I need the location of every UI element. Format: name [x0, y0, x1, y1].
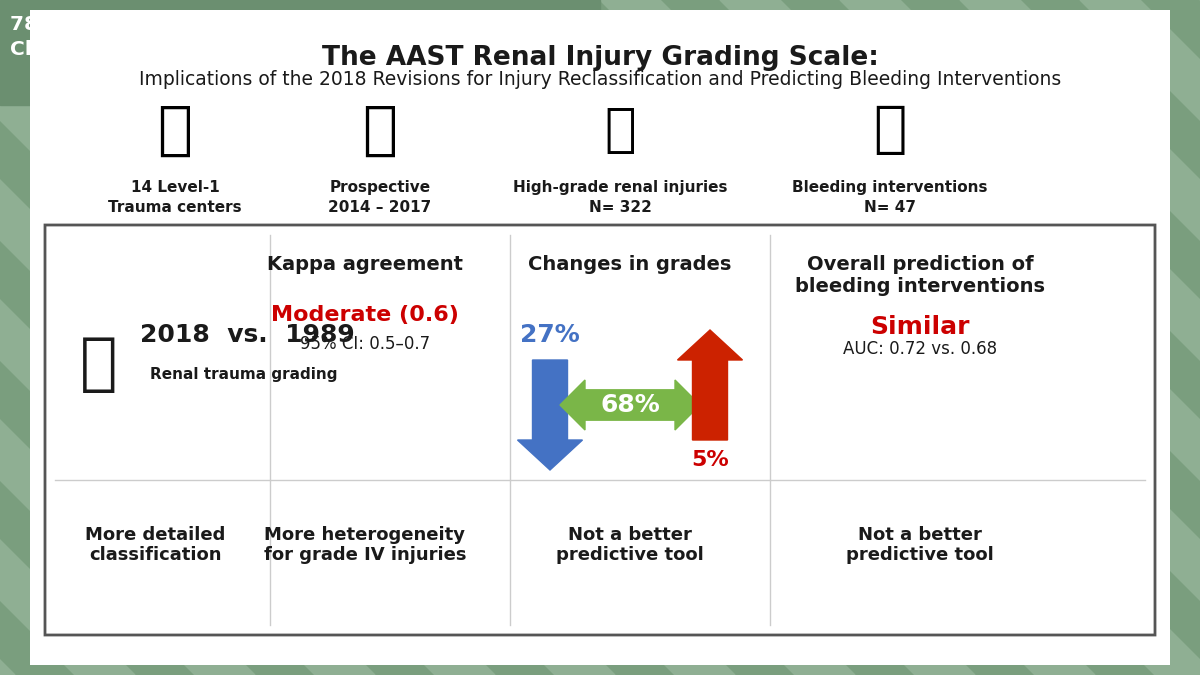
FancyArrow shape	[560, 380, 674, 430]
Text: Prospective: Prospective	[330, 180, 431, 195]
Bar	[0, 0, 600, 105]
Text: High-grade renal injuries: High-grade renal injuries	[512, 180, 727, 195]
Text: 68%: 68%	[600, 393, 660, 417]
Polygon shape	[120, 0, 854, 675]
Polygon shape	[960, 0, 1200, 675]
Polygon shape	[840, 0, 1200, 675]
Polygon shape	[0, 0, 496, 675]
Polygon shape	[0, 0, 734, 675]
Text: Not a better
predictive tool: Not a better predictive tool	[846, 526, 994, 564]
Text: Changes in grades: Changes in grades	[528, 255, 732, 274]
Text: 2014 – 2017: 2014 – 2017	[329, 200, 432, 215]
Polygon shape	[0, 0, 374, 675]
Text: 🧍: 🧍	[80, 335, 118, 395]
Polygon shape	[0, 0, 134, 675]
Text: 14 Level-1: 14 Level-1	[131, 180, 220, 195]
Polygon shape	[240, 0, 974, 675]
Text: Renal trauma grading: Renal trauma grading	[150, 367, 337, 383]
Polygon shape	[600, 0, 1200, 675]
Polygon shape	[0, 0, 14, 675]
FancyArrow shape	[586, 380, 700, 430]
Text: 27%: 27%	[520, 323, 580, 347]
Text: Moderate (0.6): Moderate (0.6)	[271, 305, 458, 325]
Text: Similar: Similar	[870, 315, 970, 339]
Text: 📋: 📋	[362, 101, 397, 159]
Text: N= 47: N= 47	[864, 200, 916, 215]
Text: Trauma centers: Trauma centers	[108, 200, 242, 215]
Text: The AAST Renal Injury Grading Scale:: The AAST Renal Injury Grading Scale:	[322, 45, 878, 71]
Text: Implications of the 2018 Revisions for Injury Reclassification and Predicting Bl: Implications of the 2018 Revisions for I…	[139, 70, 1061, 89]
Polygon shape	[0, 0, 256, 675]
Text: 5%: 5%	[691, 450, 728, 470]
FancyArrow shape	[517, 360, 582, 470]
FancyArrow shape	[678, 330, 743, 440]
Polygon shape	[0, 0, 616, 675]
Polygon shape	[1080, 0, 1200, 675]
Text: More detailed
classification: More detailed classification	[85, 526, 226, 564]
Text: 🏢: 🏢	[157, 101, 192, 159]
Text: 2018  vs.  1989: 2018 vs. 1989	[140, 323, 355, 347]
Text: 🩺: 🩺	[874, 103, 907, 157]
FancyBboxPatch shape	[46, 225, 1154, 635]
Polygon shape	[480, 0, 1200, 675]
Text: 95% CI: 0.5–0.7: 95% CI: 0.5–0.7	[300, 335, 430, 353]
Text: Kappa agreement: Kappa agreement	[266, 255, 463, 274]
Text: Not a better
predictive tool: Not a better predictive tool	[556, 526, 704, 564]
Polygon shape	[720, 0, 1200, 675]
Text: 🚗: 🚗	[604, 104, 636, 156]
Text: More heterogeneity
for grade IV injuries: More heterogeneity for grade IV injuries	[264, 526, 467, 564]
Text: N= 322: N= 322	[588, 200, 652, 215]
Polygon shape	[360, 0, 1096, 675]
Text: Bleeding interventions: Bleeding interventions	[792, 180, 988, 195]
Text: AUC: 0.72 vs. 0.68: AUC: 0.72 vs. 0.68	[842, 340, 997, 358]
Text: Overall prediction of
bleeding interventions: Overall prediction of bleeding intervent…	[796, 255, 1045, 296]
Text: 78th Annual Meeting of AAST and
Clinical Congress  of Acute Care Surgery: 78th Annual Meeting of AAST and Clinical…	[10, 15, 470, 59]
